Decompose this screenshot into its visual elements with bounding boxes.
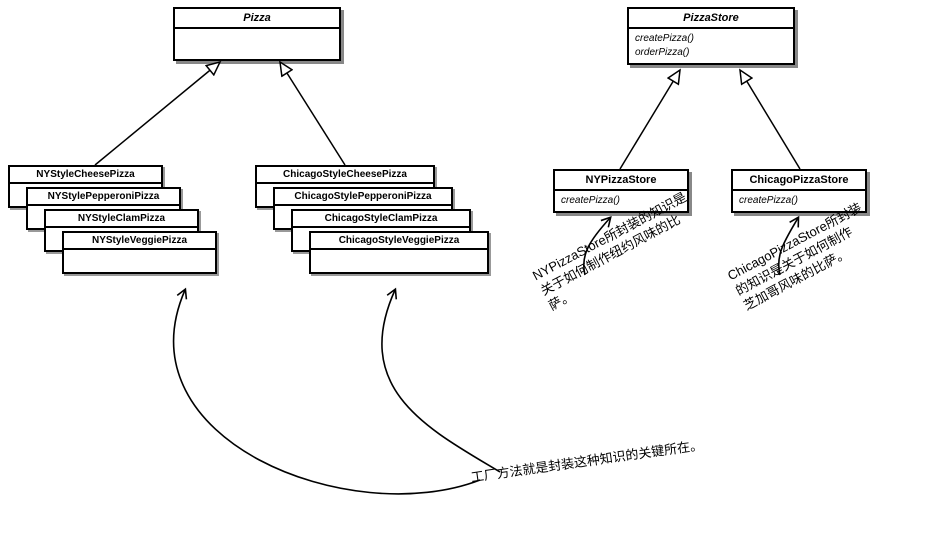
- pizzastore-method-2: orderPizza(): [635, 46, 787, 60]
- bottom-annotation: 工厂方法就是封装这种知识的关键所在。: [470, 437, 704, 486]
- pizza-class-box: Pizza: [173, 7, 341, 61]
- pizza-subclass-name: ChicagoStylePepperoniPizza: [275, 189, 451, 206]
- pizza-subclass-name: ChicagoStyleVeggiePizza: [311, 233, 487, 250]
- pizza-subclass-name: NYStyleCheesePizza: [10, 167, 161, 184]
- pizza-subclass-name: NYStylePepperoniPizza: [28, 189, 179, 206]
- pizza-subclass-body: [64, 250, 215, 272]
- pizza-class-body: [175, 29, 339, 59]
- pizza-subclass-name: NYStyleClamPizza: [46, 211, 197, 228]
- pizza-subclass-body: [311, 250, 487, 272]
- chicagopizzastore-method-1: createPizza(): [739, 194, 859, 208]
- nypizzastore-class-name: NYPizzaStore: [555, 171, 687, 191]
- pizzastore-class-name: PizzaStore: [629, 9, 793, 29]
- pizza-subclass-name: NYStyleVeggiePizza: [64, 233, 215, 250]
- bottom-annotation-line1: 工厂方法就是封装这种知识的关键所在。: [470, 437, 704, 486]
- pizza-subclass-name: ChicagoStyleClamPizza: [293, 211, 469, 228]
- pizza-subclass-card: ChicagoStyleVeggiePizza: [309, 231, 489, 274]
- pizza-subclass-name: ChicagoStyleCheesePizza: [257, 167, 433, 184]
- pizza-class-name: Pizza: [175, 9, 339, 29]
- chicago-annotation: ChicagoPizzaStore所封装 的知识是关于如何制作 芝加哥风味的比萨…: [725, 200, 881, 315]
- pizza-subclass-card: NYStyleVeggiePizza: [62, 231, 217, 274]
- pizzastore-class-body: createPizza() orderPizza(): [629, 29, 793, 63]
- pizzastore-class-box: PizzaStore createPizza() orderPizza(): [627, 7, 795, 65]
- pizzastore-method-1: createPizza(): [635, 32, 787, 46]
- chicagopizzastore-class-name: ChicagoPizzaStore: [733, 171, 865, 191]
- inheritance-lines: [95, 62, 800, 169]
